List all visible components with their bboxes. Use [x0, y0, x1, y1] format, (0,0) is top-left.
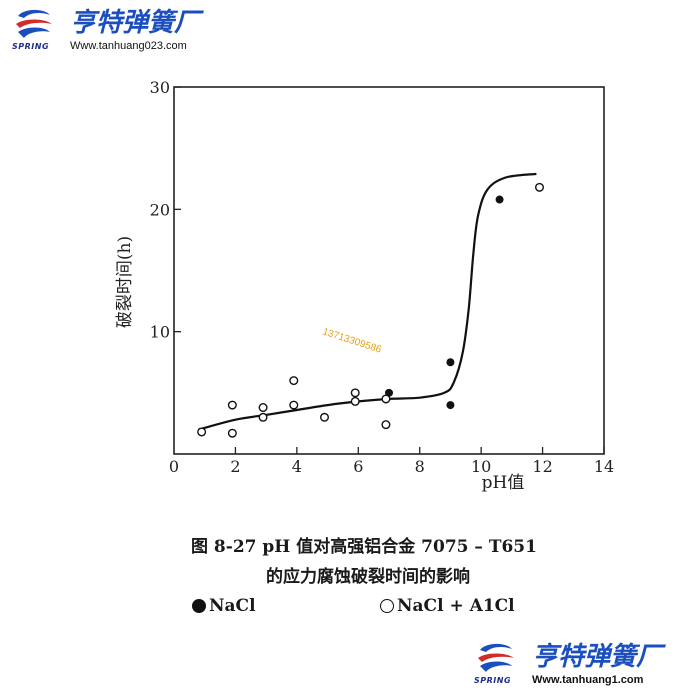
- spring-swirl-icon: [16, 9, 52, 38]
- nacl-point-3: [495, 195, 504, 204]
- nacl-point-1: [446, 358, 455, 367]
- x-tick-label-12: 12: [532, 457, 552, 476]
- legend-item-nacl-alcl: NaCl + A1Cl: [380, 596, 515, 616]
- open-circle-icon: [380, 599, 394, 613]
- nacl-alcl-point-8: [350, 388, 360, 398]
- y-tick-label-20: 20: [150, 200, 170, 219]
- nacl-point-2: [446, 401, 455, 410]
- chart-axes: 0 2 4 6 8 10 12 14 10 20 30 pH值 破裂时间(h): [115, 78, 614, 493]
- nacl-alcl-point-10: [381, 394, 391, 404]
- nacl-alcl-point-1: [227, 400, 237, 410]
- y-axis-label: 破裂时间(h): [115, 236, 135, 328]
- header-logo: SPRING 亨特弹簧厂 Www.tanhuang023.com: [10, 6, 200, 54]
- x-tick-label-4: 4: [292, 457, 302, 476]
- y-tick-label-30: 30: [150, 78, 170, 97]
- spring-logo-text-footer: SPRING: [474, 676, 512, 685]
- nacl-alcl-point-9: [350, 396, 360, 406]
- footer-logo: SPRING 亨特弹簧厂 Www.tanhuang1.com: [472, 640, 662, 688]
- trend-curve-layer: [198, 172, 537, 431]
- legend-label-nacl: NaCl: [209, 596, 256, 616]
- brand-url-footer[interactable]: Www.tanhuang1.com: [532, 674, 644, 686]
- nacl-alcl-point-4: [258, 412, 268, 422]
- x-tick-label-14: 14: [594, 457, 614, 476]
- brand-name: 亨特弹簧厂: [70, 8, 201, 38]
- legend-label-nacl-alcl: NaCl + A1Cl: [397, 596, 515, 616]
- brand-url[interactable]: Www.tanhuang023.com: [70, 40, 187, 52]
- x-axis-label: pH值: [482, 473, 525, 493]
- spring-logo-text: SPRING: [12, 42, 50, 51]
- x-tick-label-6: 6: [353, 457, 363, 476]
- nacl-alcl-point-12: [535, 182, 545, 192]
- filled-circle-icon: [192, 599, 206, 613]
- watermark-text: 13713309586: [321, 326, 383, 356]
- x-tick-label-2: 2: [230, 457, 240, 476]
- figure-caption-line1: 图 8-27 pH 值对高强铝合金 7075 – T651: [191, 537, 537, 557]
- data-points-layer: [197, 182, 545, 438]
- spring-logo-emblem: SPRING: [10, 6, 58, 54]
- trend-curve: [198, 172, 537, 431]
- x-tick-label-8: 8: [415, 457, 425, 476]
- nacl-alcl-point-5: [289, 376, 299, 386]
- nacl-alcl-point-11: [381, 420, 391, 430]
- nacl-alcl-point-3: [258, 403, 268, 413]
- nacl-alcl-point-6: [289, 400, 299, 410]
- y-tick-label-10: 10: [150, 323, 170, 342]
- spring-swirl-icon: [478, 643, 514, 672]
- spring-logo-emblem-footer: SPRING: [472, 640, 520, 688]
- x-tick-label-0: 0: [169, 457, 179, 476]
- nacl-alcl-point-7: [320, 412, 330, 422]
- brand-name-footer: 亨特弹簧厂: [532, 642, 663, 672]
- legend-item-nacl: NaCl: [192, 596, 256, 616]
- x-tick-label-10: 10: [471, 457, 491, 476]
- figure-caption-line2: 的应力腐蚀破裂时间的影响: [266, 567, 470, 587]
- plot-frame: [173, 86, 605, 455]
- nacl-alcl-point-0: [197, 427, 207, 437]
- nacl-alcl-point-2: [227, 428, 237, 438]
